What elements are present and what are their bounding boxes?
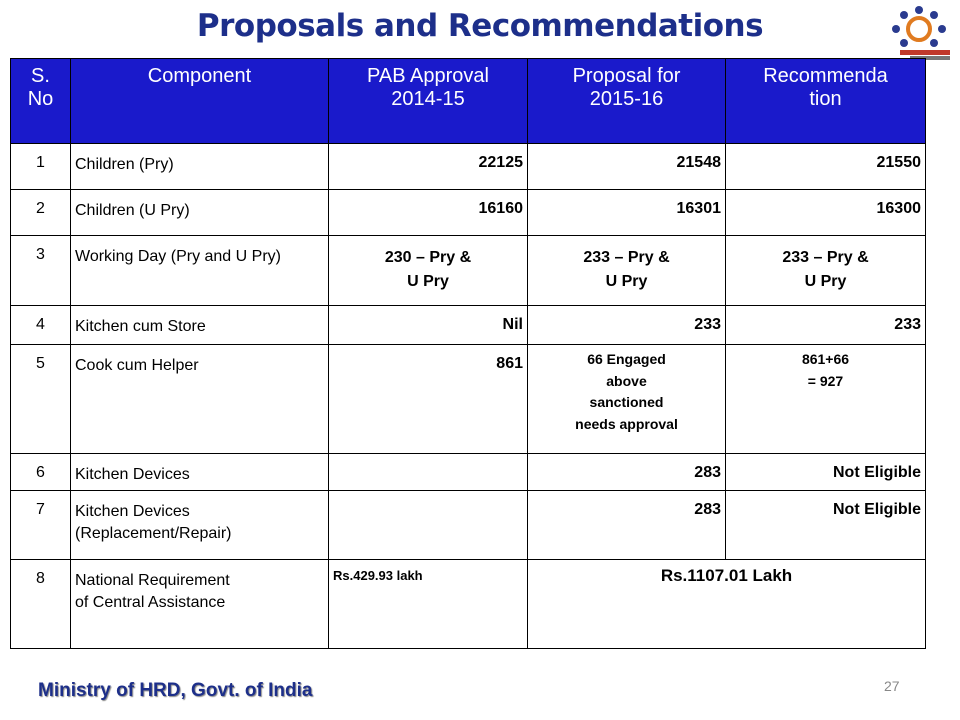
table-row: 4 Kitchen cum Store Nil 233 233 bbox=[10, 305, 926, 345]
slide-title: Proposals and Recommendations bbox=[196, 8, 764, 44]
table-row: 5 Cook cum Helper 861 66 Engaged above sanc… bbox=[10, 344, 926, 454]
cell-no: 6 bbox=[10, 453, 71, 491]
cell-recommendation: 861+66 = 927 bbox=[725, 344, 926, 454]
cell-proposal: 66 Engaged above sanctioned needs approv… bbox=[527, 344, 726, 454]
cell-component: Kitchen cum Store bbox=[70, 305, 329, 345]
logo bbox=[892, 6, 950, 60]
cell-pab: Rs.429.93 lakh bbox=[328, 559, 528, 649]
header-cell: PAB Approval 2014-15 bbox=[328, 58, 528, 144]
header-cell: S. No bbox=[10, 58, 71, 144]
page-number: 27 bbox=[884, 678, 900, 694]
cell-pab: Nil bbox=[328, 305, 528, 345]
table-row: 3 Working Day (Pry and U Pry) 230 – Pry & … bbox=[10, 235, 926, 306]
cell-no: 1 bbox=[10, 143, 71, 190]
cell-component: Working Day (Pry and U Pry) bbox=[70, 235, 329, 306]
cell-recommendation: 21550 bbox=[725, 143, 926, 190]
cell-no: 7 bbox=[10, 490, 71, 560]
header-cell: Component bbox=[70, 58, 329, 144]
footer: Ministry of HRD, Govt. of India bbox=[38, 680, 313, 701]
cell-recommendation: Not Eligible bbox=[725, 490, 926, 560]
cell-proposal: 16301 bbox=[527, 189, 726, 236]
cell-recommendation: Not Eligible bbox=[725, 453, 926, 491]
cell-no: 8 bbox=[10, 559, 71, 649]
table-row: 6 Kitchen Devices 283 Not Eligible bbox=[10, 453, 926, 491]
cell-no: 2 bbox=[10, 189, 71, 236]
cell-proposal: 283 bbox=[527, 490, 726, 560]
cell-pab bbox=[328, 453, 528, 491]
table-row: 7 Kitchen Devices (Replacement/Repair) 283… bbox=[10, 490, 926, 560]
cell-pab: 230 – Pry & U Pry bbox=[328, 235, 528, 306]
cell-component: Children (U Pry) bbox=[70, 189, 329, 236]
cell-pab: 16160 bbox=[328, 189, 528, 236]
cell-recommendation: 233 bbox=[725, 305, 926, 345]
cell-component: Kitchen Devices bbox=[70, 453, 329, 491]
table-row: 1 Children (Pry) 22125 21548 21550 bbox=[10, 143, 926, 190]
cell-pab: 22125 bbox=[328, 143, 528, 190]
cell-pab: 861 bbox=[328, 344, 528, 454]
cell-component: Cook cum Helper bbox=[70, 344, 329, 454]
cell-no: 5 bbox=[10, 344, 71, 454]
header-text: Recommendation bbox=[763, 65, 888, 110]
table-row: 2 Children (U Pry) 16160 16301 16300 bbox=[10, 189, 926, 236]
cell-no: 3 bbox=[10, 235, 71, 306]
cell-component: Kitchen Devices (Replacement/Repair) bbox=[70, 490, 329, 560]
cell-recommendation: 233 – Pry & U Pry bbox=[725, 235, 926, 306]
cell-recommendation: 16300 bbox=[725, 189, 926, 236]
cell-proposal: 283 bbox=[527, 453, 726, 491]
cell-proposal: Rs.1107.01 Lakh bbox=[527, 559, 926, 649]
table: S. No Component PAB Approval 2014-15 Pro… bbox=[10, 58, 926, 649]
cell-proposal: 233 bbox=[527, 305, 726, 345]
cell-proposal: 21548 bbox=[527, 143, 726, 190]
table-row: 8 National Requirement of Central Assista… bbox=[10, 559, 926, 649]
cell-component: Children (Pry) bbox=[70, 143, 329, 190]
cell-component: National Requirement of Central Assistan… bbox=[70, 559, 329, 649]
header-cell: Proposal for 2015-16 bbox=[527, 58, 726, 144]
cell-pab bbox=[328, 490, 528, 560]
cell-no: 4 bbox=[10, 305, 71, 345]
header-cell: Recommendation bbox=[725, 58, 926, 144]
cell-proposal: 233 – Pry & U Pry bbox=[527, 235, 726, 306]
